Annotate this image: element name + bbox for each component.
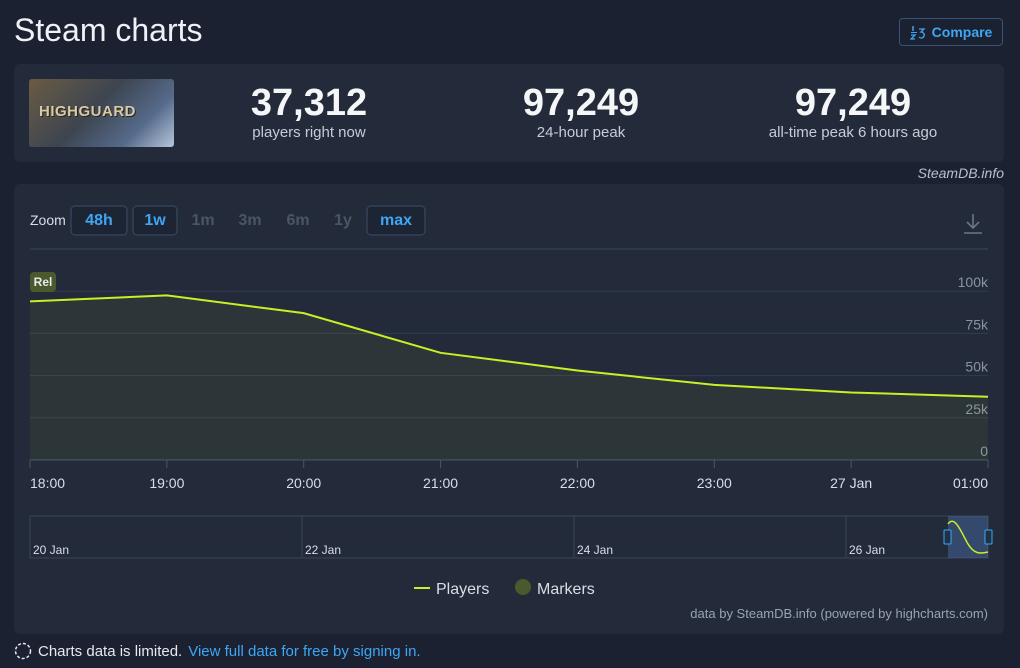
y-tick-label: 0 bbox=[980, 443, 988, 459]
zoom-button: 6m bbox=[286, 212, 309, 229]
zoom-button[interactable]: 48h bbox=[70, 205, 128, 236]
stat-value: 37,312 bbox=[250, 82, 368, 124]
footer-notice: Charts data is limited. bbox=[38, 642, 183, 660]
navigator-handle[interactable] bbox=[984, 529, 993, 545]
stats-panel: HIGHGUARD 37,312 players right now 97,249… bbox=[14, 64, 1004, 162]
compare-icon bbox=[909, 26, 926, 40]
zoom-button-label: 3m bbox=[238, 212, 261, 229]
legend-symbol bbox=[515, 579, 531, 595]
y-tick-label: 50k bbox=[965, 359, 989, 375]
y-tick-label: 100k bbox=[958, 274, 989, 290]
stat: 37,312 players right now bbox=[179, 82, 439, 141]
legend-label: Markers bbox=[537, 581, 595, 598]
source-label: SteamDB.info bbox=[917, 165, 1004, 181]
download-icon[interactable] bbox=[964, 214, 982, 234]
navigator-label: 20 Jan bbox=[33, 543, 69, 557]
x-tick-label: 18:00 bbox=[30, 475, 65, 491]
compare-button[interactable]: Compare bbox=[899, 18, 1003, 46]
y-tick-label: 75k bbox=[965, 316, 989, 332]
zoom-label: Zoom bbox=[30, 212, 66, 228]
navigator-label: 26 Jan bbox=[849, 543, 885, 557]
zoom-button-label: 6m bbox=[286, 212, 309, 229]
zoom-button: 1y bbox=[334, 212, 352, 229]
navigator-handle[interactable] bbox=[943, 529, 952, 545]
stat: 97,249 24-hour peak bbox=[451, 82, 711, 141]
stat-label: players right now bbox=[252, 124, 366, 141]
stat-value: 97,249 bbox=[794, 82, 912, 124]
zoom-button: 1m bbox=[191, 212, 214, 229]
navigator-line bbox=[947, 520, 989, 554]
footer: Charts data is limited. View full data f… bbox=[14, 642, 421, 660]
zoom-button-frame bbox=[132, 205, 178, 236]
zoom-button-label: 1m bbox=[191, 212, 214, 229]
sign-in-link[interactable]: View full data for free by signing in. bbox=[188, 642, 421, 660]
x-tick-label: 19:00 bbox=[149, 475, 184, 491]
zoom-button-label: 1w bbox=[144, 212, 166, 229]
legend-label: Players bbox=[436, 581, 489, 598]
marker-flag bbox=[30, 272, 56, 292]
zoom-button-frame bbox=[70, 205, 128, 236]
x-tick-label: 20:00 bbox=[286, 475, 321, 491]
x-tick-label: 27 Jan bbox=[830, 475, 872, 491]
navigator bbox=[29, 515, 989, 559]
stat: 97,249 all-time peak 6 hours ago bbox=[723, 82, 983, 141]
zoom-button[interactable]: max bbox=[366, 205, 426, 236]
series-area bbox=[30, 295, 988, 460]
game-image: HIGHGUARD bbox=[29, 79, 174, 147]
game-image-text: HIGHGUARD bbox=[39, 103, 136, 120]
credits: data by SteamDB.info (powered by highcha… bbox=[690, 606, 988, 621]
zoom-button[interactable]: 1w bbox=[132, 205, 178, 236]
stat-label: 24-hour peak bbox=[536, 124, 626, 141]
stat-value: 97,249 bbox=[522, 82, 640, 124]
navigator-label: 24 Jan bbox=[577, 543, 613, 557]
zoom-button-label: max bbox=[380, 212, 412, 229]
info-icon bbox=[14, 642, 32, 660]
navigator-label: 22 Jan bbox=[305, 543, 341, 557]
page-title: Steam charts bbox=[14, 12, 203, 48]
zoom-button-label: 1y bbox=[334, 212, 352, 229]
x-tick-label: 21:00 bbox=[423, 475, 458, 491]
zoom-button-label: 48h bbox=[85, 212, 113, 229]
series-line bbox=[29, 294, 989, 398]
compare-label: Compare bbox=[931, 24, 993, 40]
stat-label: all-time peak 6 hours ago bbox=[768, 124, 938, 141]
chart: Zoom 48h 1w 1m 3m 6m 1y max 0 25k 50k 75k 100k 18:00 1… bbox=[29, 205, 993, 621]
x-tick-label: 23:00 bbox=[697, 475, 732, 491]
x-tick-label: 01:00 bbox=[953, 475, 988, 491]
y-tick-label: 25k bbox=[965, 401, 989, 417]
zoom-button-frame bbox=[366, 205, 426, 236]
marker-label: Rel bbox=[34, 275, 53, 289]
chart-panel bbox=[14, 184, 1004, 634]
zoom-button: 3m bbox=[238, 212, 261, 229]
x-tick-label: 22:00 bbox=[560, 475, 595, 491]
